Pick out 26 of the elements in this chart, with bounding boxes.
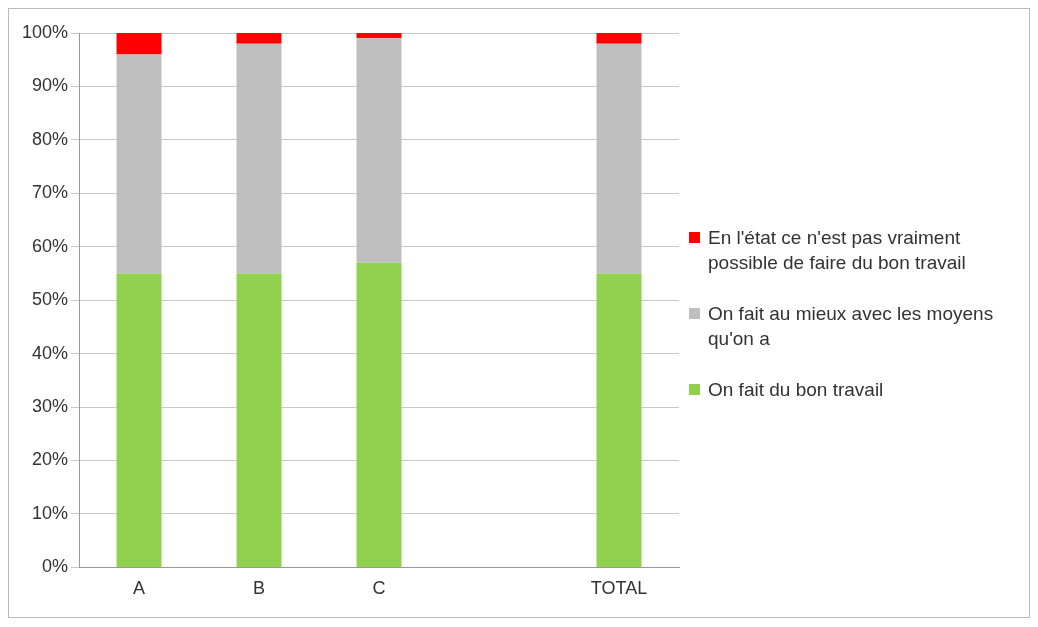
bar [356,33,402,39]
legend-label: En l'état ce n'est pas vraiment possible de faire du bon travail [708,225,967,275]
bar [236,33,282,44]
y-tick-label: 50% [32,289,69,310]
x-tick-label: C [372,578,386,599]
y-tick-label: 30% [32,396,69,417]
y-tick-label: 20% [32,449,69,470]
y-tick-label: 60% [32,235,69,256]
x-tick-label: TOTAL [590,578,648,599]
bar [116,33,162,55]
y-tick-label: 10% [32,502,69,523]
bar [596,273,642,567]
y-tick-label: 100% [21,21,69,42]
bar [236,273,282,567]
y-tick-label: 90% [32,75,69,96]
bar [116,273,162,567]
legend-label: On fait du bon travail [708,377,884,402]
y-tick-label: 0% [42,556,69,577]
y-tick-label: 40% [32,342,69,363]
y-tick-label: 80% [32,128,69,149]
bar [596,33,642,44]
x-tick-label: B [253,578,266,599]
bar [356,262,402,567]
x-tick-label: A [133,578,146,599]
legend-label: On fait au mieux avec les moyens qu'on a [708,301,995,351]
y-tick-label: 70% [32,182,69,203]
